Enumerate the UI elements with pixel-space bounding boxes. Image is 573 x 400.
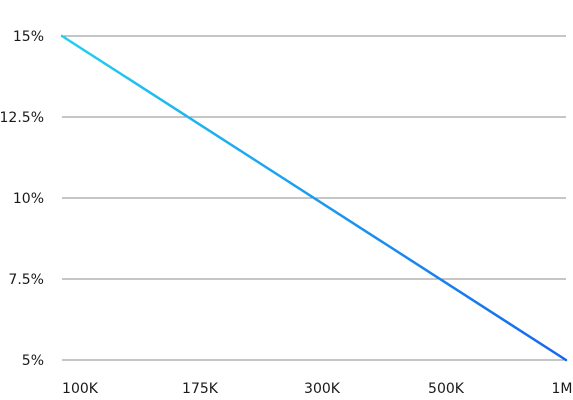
y-tick-label: 5% <box>22 353 44 369</box>
x-tick-label: 175K <box>182 381 219 397</box>
x-tick-label: 300K <box>304 381 341 397</box>
x-axis-tick-labels: 100K 175K 300K 500K 1M <box>62 381 572 397</box>
y-tick-label: 7.5% <box>8 272 44 288</box>
y-tick-label: 10% <box>13 191 44 207</box>
x-tick-label: 100K <box>62 381 99 397</box>
x-tick-label: 1M <box>552 381 573 397</box>
y-axis-tick-labels: 15% 12.5% 10% 7.5% 5% <box>0 29 44 369</box>
y-tick-label: 12.5% <box>0 110 44 126</box>
x-tick-label: 500K <box>428 381 465 397</box>
y-tick-label: 15% <box>13 29 44 45</box>
